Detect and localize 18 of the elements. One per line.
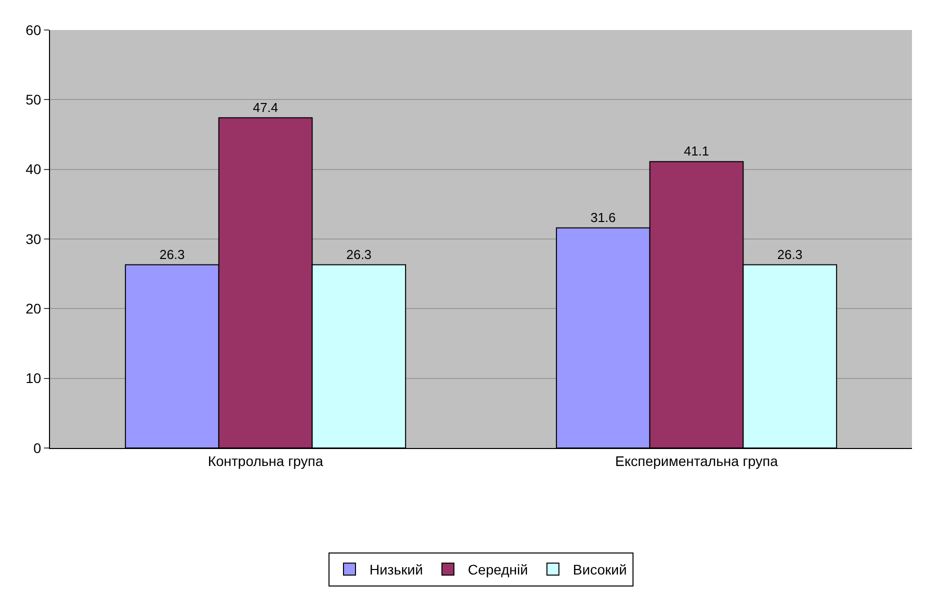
data-label: 47.4 [252, 100, 278, 115]
y-tick-label: 20 [26, 300, 42, 317]
data-label: 26.3 [159, 246, 185, 262]
y-tick-label: 10 [26, 370, 42, 386]
legend-label: Низький [370, 562, 423, 578]
x-tick-label: Експериментальна група [615, 452, 778, 469]
y-tick-label: 60 [26, 22, 42, 38]
data-label: 26.3 [777, 246, 803, 262]
data-label: 31.6 [590, 210, 616, 225]
x-tick-label: Контрольна група [208, 452, 324, 469]
data-label: 26.3 [346, 246, 372, 262]
legend-label: Середній [468, 562, 528, 578]
y-tick-label: 30 [26, 230, 42, 247]
data-label: 41.1 [684, 144, 710, 159]
legend-label: Високий [572, 562, 627, 578]
y-tick-label: 0 [33, 440, 42, 456]
y-tick-label: 40 [26, 161, 42, 178]
y-tick-label: 50 [26, 92, 42, 108]
